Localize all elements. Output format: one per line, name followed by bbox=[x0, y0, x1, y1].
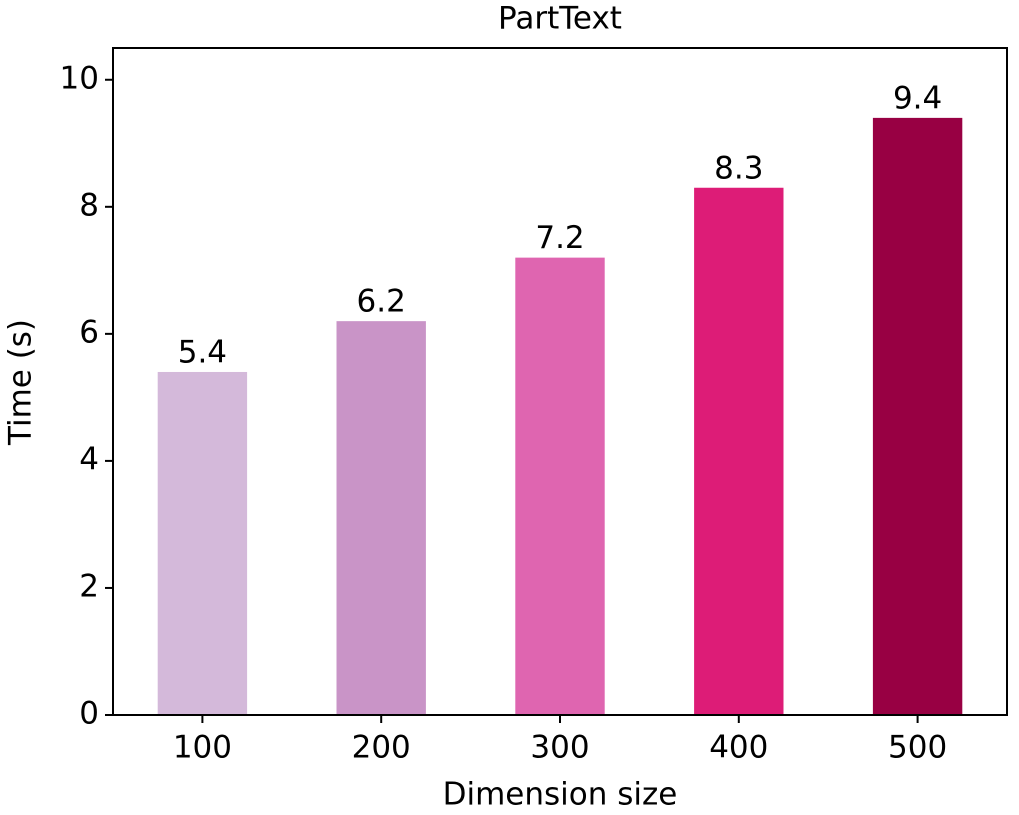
value-label: 5.4 bbox=[178, 334, 227, 370]
y-tick-label: 0 bbox=[79, 696, 99, 732]
value-label: 8.3 bbox=[714, 150, 763, 186]
bar bbox=[694, 187, 784, 715]
y-axis-label: Time (s) bbox=[3, 319, 39, 446]
plot-frame bbox=[112, 47, 1008, 716]
value-label: 6.2 bbox=[357, 284, 406, 320]
bar bbox=[515, 257, 605, 715]
y-tick-label: 2 bbox=[79, 568, 99, 604]
x-tick-label: 300 bbox=[530, 730, 589, 766]
x-tick-label: 400 bbox=[709, 730, 768, 766]
y-tick-label: 10 bbox=[60, 60, 99, 96]
chart-title: PartText bbox=[498, 1, 622, 37]
bar bbox=[872, 117, 963, 715]
x-axis-label: Dimension size bbox=[443, 777, 678, 813]
x-tick-label: 200 bbox=[352, 730, 411, 766]
value-label: 7.2 bbox=[535, 220, 584, 256]
bar bbox=[157, 371, 248, 715]
x-tick-label: 500 bbox=[888, 730, 947, 766]
bar bbox=[336, 321, 426, 715]
y-tick-label: 6 bbox=[79, 314, 99, 350]
y-tick-label: 8 bbox=[79, 187, 99, 223]
value-label: 9.4 bbox=[893, 80, 942, 116]
x-tick-label: 100 bbox=[173, 730, 232, 766]
y-tick-label: 4 bbox=[79, 441, 99, 477]
